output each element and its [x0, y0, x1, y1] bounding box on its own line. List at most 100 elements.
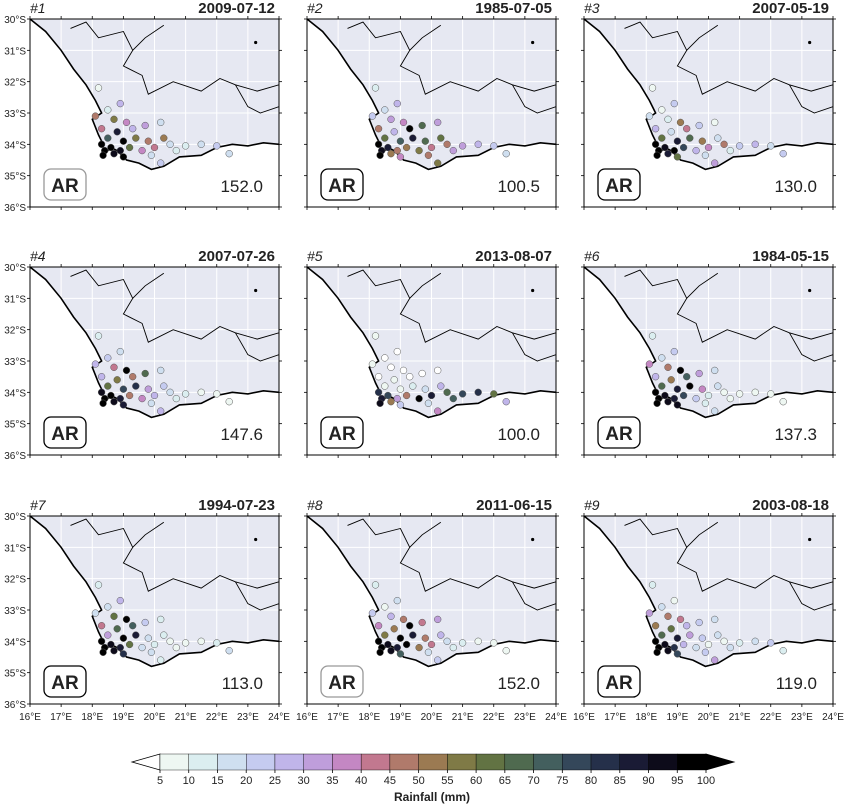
panel-date: 2009-07-12 [198, 0, 275, 17]
rain-station-marker [225, 398, 233, 406]
panel-date: 2007-05-19 [752, 0, 829, 17]
rain-station-marker [197, 637, 205, 645]
colorbar-extend-high [705, 753, 736, 771]
colorbar-segment [246, 753, 276, 771]
panel-index: #1 [30, 0, 46, 16]
rain-station-marker [779, 398, 787, 406]
rain-station-marker [651, 125, 660, 133]
rain-station-marker [104, 631, 112, 639]
colorbar-segment [648, 753, 678, 771]
rain-station-marker [138, 643, 146, 652]
rain-station-marker [698, 137, 706, 145]
rain-station-marker [110, 150, 118, 158]
rain-station-marker [474, 388, 482, 396]
rain-station-marker [645, 609, 654, 617]
rain-station-marker [119, 401, 128, 409]
colorbar-tick: 20 [240, 775, 252, 787]
latitude-label: 30°S [4, 512, 26, 523]
rain-station-marker [94, 332, 103, 340]
rain-station-marker [437, 382, 445, 390]
province-border [409, 24, 442, 51]
map-panels: #1 2009-07-12 AR 152.0 #2 1985-07-05 AR 100.5 #3… [27, 0, 836, 707]
panel-date: 1985-07-05 [475, 0, 552, 17]
rain-station-marker [99, 151, 107, 159]
rain-station-marker [107, 640, 115, 649]
rain-station-marker [116, 643, 124, 652]
latitude-label: 32°S [4, 78, 26, 89]
rain-station-marker [122, 366, 131, 375]
province-border [235, 84, 279, 114]
rain-station-marker [104, 106, 112, 114]
longitude-labels-col-1: 16°E 17°E 18°E 19°E 20°E 21°E 22°E 23°E 24°E [19, 712, 290, 723]
rain-station-marker [119, 634, 128, 642]
rain-station-marker [664, 363, 672, 371]
rain-station-marker [686, 382, 694, 390]
rain-station-marker [653, 151, 661, 159]
rain-station-marker [661, 640, 669, 649]
longitude-label: 22°E [760, 712, 782, 723]
rain-station-marker [110, 363, 118, 371]
map-panel-4: #4 2007-07-26 AR 147.6 [27, 248, 282, 458]
ar-badge [320, 416, 364, 449]
province-border [70, 518, 279, 592]
rain-station-marker [399, 615, 408, 624]
map-panel-2: #2 1985-07-05 AR 100.5 [304, 0, 559, 210]
rain-station-marker [437, 631, 445, 639]
rain-station-marker [751, 388, 759, 396]
rain-station-marker [683, 622, 691, 630]
rain-station-marker [387, 398, 395, 406]
colorbar-tick: 25 [269, 775, 281, 787]
panel-date: 2011-06-15 [476, 497, 552, 514]
rain-station-marker [399, 366, 408, 375]
rain-station-marker [384, 143, 392, 152]
colorbar-tick: 100 [697, 775, 715, 787]
longitude-labels-col-2: 16°E 17°E 18°E 19°E 20°E 21°E 22°E 23°E 24°E [296, 712, 567, 723]
rain-station-marker [387, 647, 395, 655]
latitude-labels-row-1: 30°S 31°S 32°S 33°S 34°S 35°S 36°S [4, 15, 26, 214]
rain-station-marker [751, 140, 759, 148]
rain-station-marker [129, 373, 137, 381]
longitude-label: 21°E [175, 712, 197, 723]
latitude-label: 31°S [4, 294, 26, 305]
rain-station-marker [434, 407, 442, 415]
panel-index: #7 [30, 497, 47, 513]
rain-station-marker [157, 159, 165, 167]
latitude-label: 31°S [4, 543, 26, 554]
colorbar-tick: 75 [556, 775, 568, 787]
rain-station-marker [502, 647, 510, 655]
rain-station-marker [421, 385, 429, 393]
rain-station-marker [679, 143, 688, 152]
ar-badge-label: AR [328, 176, 356, 197]
rain-station-marker [673, 634, 682, 642]
rain-station-marker [116, 99, 124, 108]
rain-station-marker [125, 143, 134, 152]
colorbar-segment [562, 753, 592, 771]
island-marker [254, 288, 258, 293]
ar-badge [320, 168, 364, 201]
rain-station-marker [399, 118, 408, 127]
colorbar-tick: 30 [298, 775, 310, 787]
rain-station-marker [97, 140, 106, 148]
rain-station-marker [692, 643, 700, 652]
rain-station-marker [122, 615, 131, 624]
longitude-label: 23°E [514, 712, 536, 723]
rain-station-marker [116, 146, 124, 155]
rain-station-marker [673, 137, 682, 145]
latitude-label: 34°S [4, 637, 26, 648]
island-marker [531, 537, 535, 542]
province-border [409, 521, 442, 548]
rain-station-marker [704, 391, 713, 400]
rain-station-marker [387, 115, 395, 123]
rain-station-marker [374, 622, 383, 630]
panel-index: #5 [307, 248, 323, 264]
latitude-label: 33°S [4, 357, 26, 368]
rain-station-marker [648, 581, 657, 589]
rain-station-marker [371, 332, 380, 340]
rain-station-marker [402, 143, 411, 152]
rain-station-marker [141, 618, 149, 627]
rain-station-marker [664, 647, 672, 655]
rain-station-marker [141, 121, 149, 130]
colorbar-tick: 40 [355, 775, 367, 787]
rain-station-marker [144, 634, 152, 642]
ar-badge [320, 665, 364, 698]
